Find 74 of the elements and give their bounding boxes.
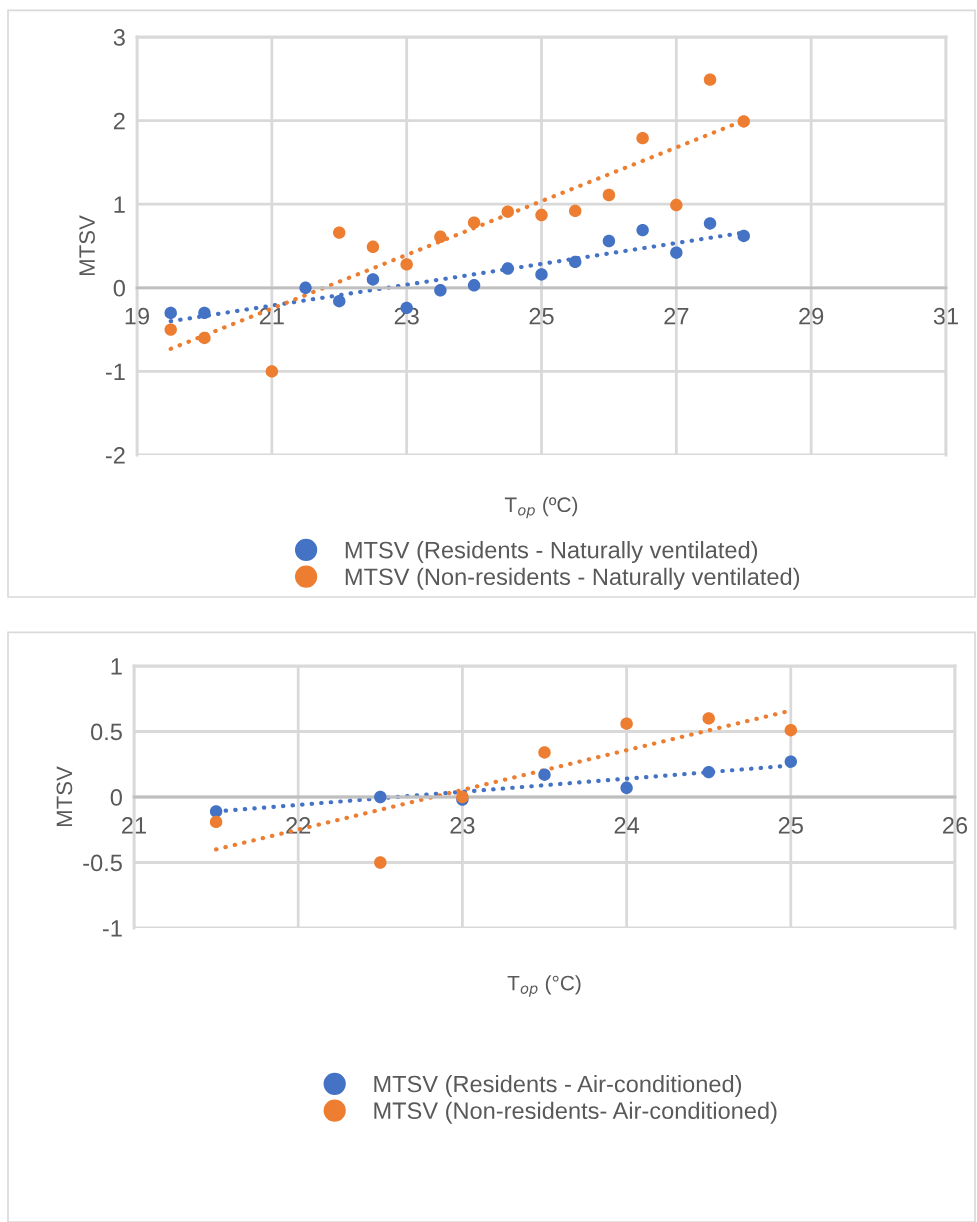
point: [737, 229, 750, 243]
point: [374, 790, 387, 804]
point: [299, 281, 312, 295]
point: [602, 188, 616, 202]
point: [620, 781, 633, 795]
point: [535, 208, 548, 222]
point: [703, 73, 717, 86]
point: [784, 723, 798, 737]
point: [670, 198, 683, 212]
legend-label: MTSV (Non-residents - Naturally ventilated): [345, 567, 800, 590]
point: [434, 284, 447, 297]
point: [366, 240, 380, 254]
point: [265, 365, 279, 378]
point: [333, 226, 346, 239]
point: [198, 331, 211, 345]
legend-label: MTSV (Residents - Air-conditioned): [374, 1075, 742, 1098]
y-tick-label: 3: [113, 29, 125, 46]
x-tick-label: 26: [943, 817, 968, 834]
x-axis-title: T$_{op}$ (°C): [507, 975, 581, 997]
y-tick-label: 0: [110, 789, 122, 806]
y-tick-label: 2: [113, 112, 125, 130]
point: [164, 323, 177, 336]
y-tick-label: 0: [113, 279, 125, 297]
point: [702, 765, 715, 779]
x-axis-title: T$_{op}$ (ºC): [504, 496, 578, 519]
x-tick-label: 19: [125, 307, 150, 325]
point: [702, 712, 715, 725]
point: [434, 230, 447, 244]
x-tick-label: 31: [933, 307, 958, 325]
y-axis-title: MTSV: [56, 766, 73, 827]
x-tick-label: 24: [614, 817, 640, 834]
x-tick-label: 22: [286, 817, 311, 834]
x-tick-label: 25: [778, 817, 803, 834]
point: [467, 279, 481, 292]
point: [209, 805, 223, 818]
point: [538, 746, 551, 759]
x-tick-label: 29: [799, 307, 824, 325]
y-tick-label: 1: [114, 196, 125, 213]
point: [374, 856, 387, 869]
point: [620, 717, 633, 730]
point: [636, 131, 649, 145]
point: [784, 755, 798, 768]
point: [602, 234, 616, 248]
legend-label: MTSV (Residents - Naturally ventilated): [345, 541, 758, 564]
point: [737, 115, 750, 128]
point: [703, 217, 717, 230]
point: [209, 815, 223, 829]
point: [569, 255, 582, 269]
point: [501, 262, 514, 275]
y-tick-label: 0.5: [90, 723, 122, 741]
point: [366, 273, 380, 286]
y-tick-label: -1: [105, 363, 125, 380]
y-tick-label: 1: [111, 658, 122, 675]
x-tick-label: 21: [259, 307, 284, 325]
x-tick-label: 21: [122, 817, 146, 834]
point: [670, 246, 683, 259]
y-tick-label: -1: [102, 920, 122, 937]
y-tick-label: -0.5: [83, 854, 122, 872]
x-tick-label: 25: [529, 307, 554, 325]
point: [569, 204, 582, 218]
point: [164, 306, 177, 320]
point: [535, 268, 548, 281]
x-tick-label: 27: [664, 307, 689, 325]
point: [538, 768, 551, 781]
point: [636, 223, 649, 237]
point: [400, 258, 413, 271]
x-tick-label: 23: [450, 817, 475, 834]
point: [333, 294, 346, 308]
point: [198, 306, 211, 320]
point: [467, 216, 481, 229]
y-tick-label: -2: [105, 447, 125, 464]
legend-label: MTSV (Non-residents- Air-conditioned): [374, 1101, 777, 1124]
point: [501, 205, 514, 218]
y-axis-title: MTSV: [79, 215, 95, 276]
